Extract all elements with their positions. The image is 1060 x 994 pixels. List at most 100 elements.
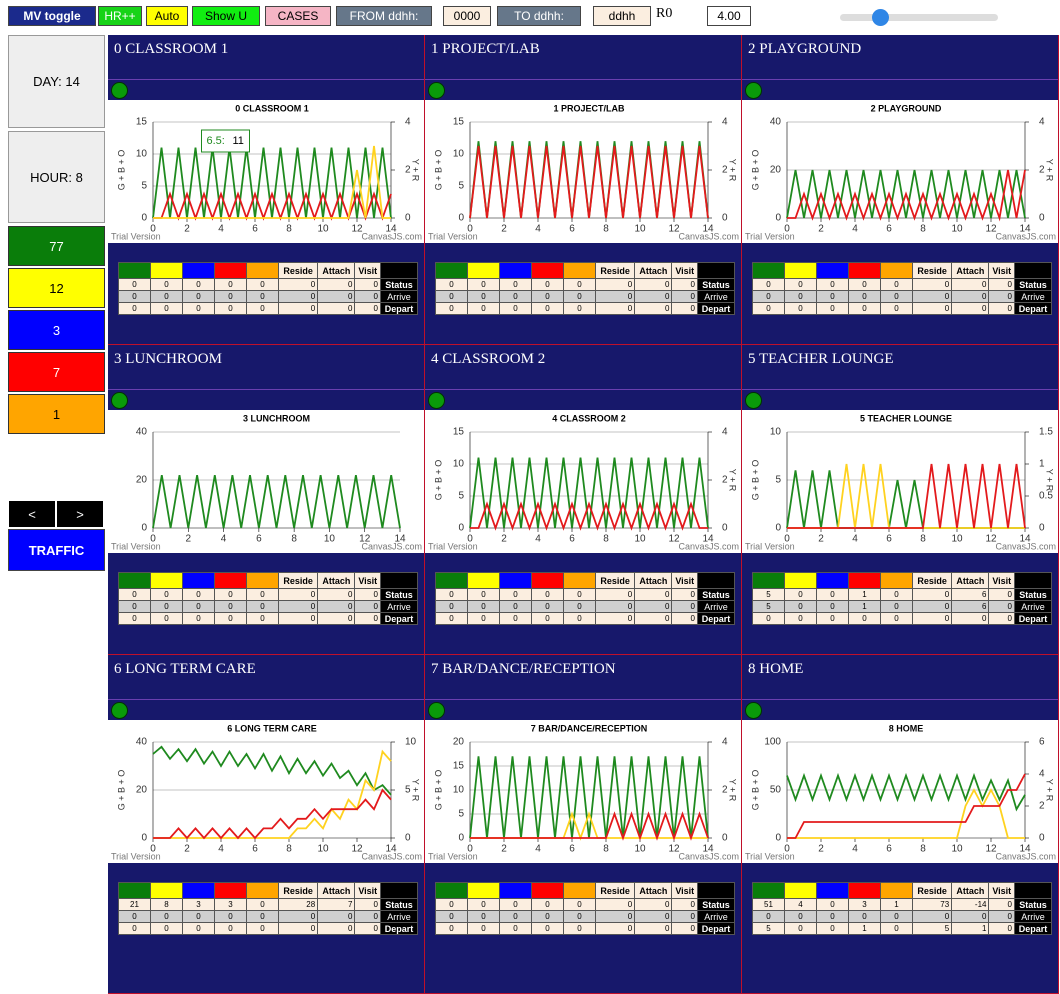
x-tick-label: 2	[501, 534, 507, 545]
prev-button[interactable]: <	[8, 500, 56, 528]
status-dot[interactable]	[745, 702, 762, 719]
color-header	[880, 572, 913, 589]
table-cell: 0	[150, 278, 183, 291]
x-tick-label: 0	[467, 534, 473, 545]
column-header: Reside	[911, 882, 953, 899]
chart-title: 8 HOME	[889, 723, 924, 733]
table-cell: 5	[911, 922, 953, 935]
y-tick-label: 0	[775, 213, 781, 224]
status-dot[interactable]	[745, 392, 762, 409]
x-tick-label: 8	[920, 534, 926, 545]
toolbar-auto[interactable]: Auto	[146, 6, 188, 26]
table-cell: 0	[880, 588, 913, 601]
table-header: Reside Attach Visit	[752, 572, 1052, 589]
traffic-button[interactable]: TRAFFIC	[8, 529, 105, 571]
x-tick-label: 14	[385, 844, 397, 855]
corner-header	[380, 262, 418, 279]
table-cell: 0	[752, 910, 785, 923]
tooltip-box	[201, 129, 250, 153]
row-label: Depart	[697, 922, 735, 935]
toolbar-to-value[interactable]: ddhh	[593, 6, 651, 26]
table-cell: 0	[594, 302, 636, 315]
table-cell: 0	[671, 278, 698, 291]
table-cell: 8	[150, 898, 183, 911]
table-cell: 0	[911, 588, 953, 601]
toolbar-from-value[interactable]: 0000	[443, 6, 491, 26]
toolbar-hr[interactable]: HR++	[98, 6, 142, 26]
color-header	[752, 262, 785, 279]
column-header: Visit	[671, 572, 698, 589]
series-line	[469, 756, 709, 839]
table-cell: 0	[182, 290, 215, 303]
status-dot[interactable]	[111, 82, 128, 99]
corner-header	[380, 882, 418, 899]
status-dot[interactable]	[111, 392, 128, 409]
row-label: Arrive	[1014, 910, 1052, 923]
table-cell: 0	[246, 278, 279, 291]
status-dot[interactable]	[745, 82, 762, 99]
y-tick-label: 50	[770, 785, 782, 796]
chart-area: 4 CLASSROOM 2 0 5 10 15 0 2 4 G + B + O Y + R 0 2 4 6…	[425, 410, 741, 553]
table-cell: 0	[499, 922, 532, 935]
counts-table: Reside Attach Visit 21 8 3 3 0 28 7 0 Status 0 0 0 0 0 0 0…	[118, 882, 418, 935]
x-tick-label: 6	[256, 534, 262, 545]
table-cell: 0	[594, 600, 636, 613]
y-tick-label: 0	[775, 833, 781, 844]
chart-area: 6 LONG TERM CARE 0 20 40 0 5 10 G + B + O Y + R 0…	[108, 720, 424, 863]
row-label: Status	[697, 588, 735, 601]
column-header: Reside	[277, 882, 319, 899]
y2-tick-label: 0.5	[1039, 491, 1053, 502]
row-label: Status	[1014, 898, 1052, 911]
table-cell: 0	[531, 922, 564, 935]
y-tick-label: 0	[458, 523, 464, 534]
day-button[interactable]: DAY: 14	[8, 35, 105, 128]
y-axis-title: G + B + O	[116, 770, 126, 811]
table-row: 0 0 0 0 0 0 0 0 Depart	[752, 612, 1052, 625]
table-cell: 0	[816, 898, 849, 911]
x-tick-label: 6	[569, 534, 575, 545]
table-cell: 0	[563, 898, 596, 911]
toolbar-show-u[interactable]: Show U	[192, 6, 260, 26]
corner-header	[380, 572, 418, 589]
status-dot[interactable]	[428, 392, 445, 409]
table-cell: 0	[277, 600, 319, 613]
row-label: Depart	[1014, 302, 1052, 315]
toolbar-to-label: TO ddhh:	[497, 6, 581, 26]
table-row: 0 0 0 0 0 0 0 0 Status	[752, 278, 1052, 291]
y2-axis-title: Y + R	[1045, 779, 1055, 802]
y-axis-title: G + B + O	[750, 460, 760, 501]
y-tick-label: 10	[136, 149, 148, 160]
y-tick-label: 40	[136, 427, 148, 438]
toolbar-mv-toggle[interactable]: MV toggle	[8, 6, 96, 26]
next-button[interactable]: >	[56, 500, 104, 528]
table-cell: 0	[182, 302, 215, 315]
table-cell: 0	[150, 588, 183, 601]
table-cell: 0	[951, 290, 990, 303]
watermark: Trial Version	[111, 231, 161, 241]
status-dot[interactable]	[111, 702, 128, 719]
table-cell: 0	[634, 922, 673, 935]
x-tick-label: 8	[291, 534, 297, 545]
slider-track[interactable]	[840, 14, 998, 21]
row-label: Depart	[380, 612, 418, 625]
x-tick-label: 10	[634, 844, 646, 855]
table-cell: 0	[214, 302, 247, 315]
status-dot[interactable]	[428, 702, 445, 719]
table-cell: 0	[354, 290, 381, 303]
hour-button[interactable]: HOUR: 8	[8, 131, 105, 223]
table-cell: 0	[354, 922, 381, 935]
toolbar-cases[interactable]: CASES	[265, 6, 331, 26]
table-cell: 0	[182, 588, 215, 601]
table-row: 5 0 0 1 0 0 6 0 Status	[752, 588, 1052, 601]
slider-knob[interactable]	[872, 9, 889, 26]
r0-input[interactable]: 4.00	[707, 6, 751, 26]
y-tick-label: 15	[453, 761, 465, 772]
y-tick-label: 0	[141, 523, 147, 534]
table-cell: 0	[951, 278, 990, 291]
status-dot[interactable]	[428, 82, 445, 99]
table-cell: 73	[911, 898, 953, 911]
row-label: Status	[380, 588, 418, 601]
table-cell: 0	[435, 588, 468, 601]
table-cell: 0	[671, 302, 698, 315]
series-line	[153, 191, 392, 221]
